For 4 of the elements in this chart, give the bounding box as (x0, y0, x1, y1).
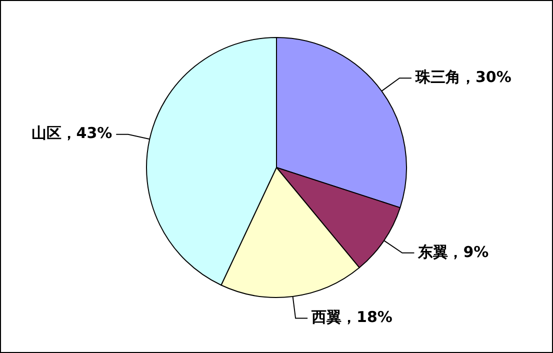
slice-label: 东翼，9% (417, 242, 489, 261)
slice-label: 山区，43% (31, 124, 112, 142)
slice-label: 西翼，18% (310, 308, 392, 326)
slice-label: 珠三角，30% (414, 68, 512, 86)
